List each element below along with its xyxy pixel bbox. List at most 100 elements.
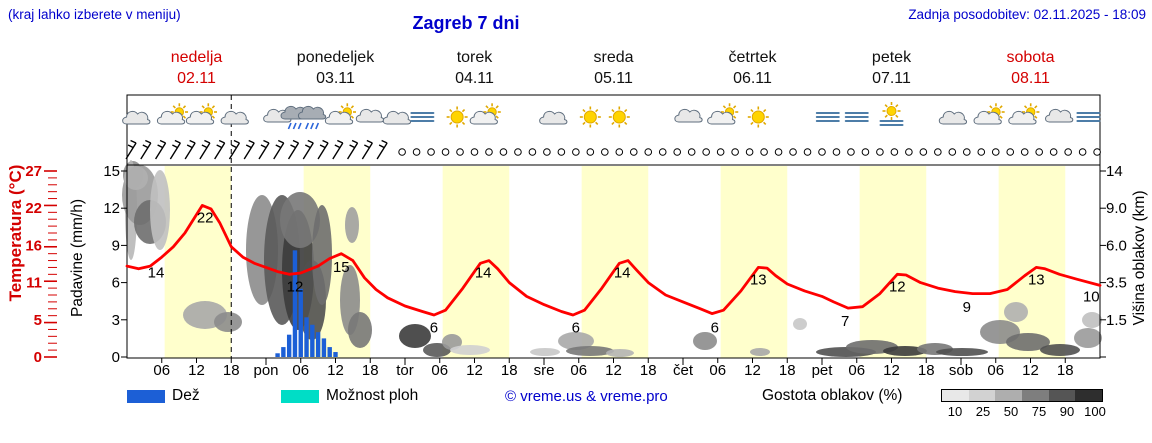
wind-barb bbox=[140, 142, 152, 160]
time-tick-label: 18 bbox=[918, 362, 935, 379]
precip-tick-label: 3 bbox=[112, 312, 120, 329]
fog-icon bbox=[1076, 112, 1101, 122]
precip-tick-label: 9 bbox=[112, 237, 120, 254]
sun-cloud-icon bbox=[156, 103, 189, 125]
day-abbrev-label: čet bbox=[673, 362, 694, 379]
calm-wind-circle bbox=[1049, 148, 1058, 156]
calm-wind-circle bbox=[528, 148, 537, 156]
calm-wind-circle bbox=[977, 148, 986, 156]
time-tick-label: 06 bbox=[570, 362, 587, 379]
day-name: ponedeljek bbox=[296, 49, 375, 66]
cloud-icon bbox=[674, 108, 703, 123]
colorbar-value: 10 bbox=[947, 404, 963, 419]
calm-wind-circle bbox=[818, 148, 826, 156]
calm-wind-circle bbox=[876, 148, 884, 156]
day-date: 02.11 bbox=[177, 70, 216, 87]
calm-wind-circle bbox=[586, 148, 595, 156]
temperature-value-label: 15 bbox=[333, 259, 350, 276]
colorbar-value: 90 bbox=[1059, 404, 1075, 419]
wind-barb bbox=[376, 142, 388, 160]
calm-wind-circle bbox=[803, 148, 812, 156]
day-name: nedelja bbox=[170, 49, 223, 66]
calm-wind-circle bbox=[847, 148, 855, 156]
calm-wind-circle bbox=[398, 148, 406, 156]
sun-icon bbox=[608, 106, 630, 128]
calm-wind-circle bbox=[1064, 148, 1072, 156]
time-tick-label: 06 bbox=[987, 362, 1004, 379]
time-tick-label: 06 bbox=[431, 362, 448, 379]
temperature-value-label: 13 bbox=[750, 271, 767, 288]
temp-tick-label: 22 bbox=[25, 200, 42, 217]
showers-legend-swatch bbox=[281, 390, 319, 403]
calm-wind-circle bbox=[760, 148, 768, 156]
time-tick-label: 06 bbox=[848, 362, 865, 379]
showers-legend-label: Možnost ploh bbox=[326, 387, 419, 404]
time-tick-label: 18 bbox=[779, 362, 796, 379]
cloud-height-tick-label: 1.5 bbox=[1106, 312, 1127, 329]
day-header-torek: torek 04.11 bbox=[405, 47, 544, 89]
wind-barb bbox=[214, 142, 226, 160]
calm-wind-circle bbox=[1035, 148, 1043, 156]
time-tick-label: 12 bbox=[744, 362, 761, 379]
time-tick-label: 06 bbox=[709, 362, 726, 379]
day-abbrev-label: tor bbox=[396, 362, 414, 379]
page-title: Zagreb 7 dni bbox=[412, 13, 520, 33]
sun-icon bbox=[446, 106, 468, 128]
cloud-density-scale-values: 10 25 50 75 90 100 bbox=[941, 404, 1109, 419]
calm-wind-circle bbox=[615, 148, 624, 156]
calm-wind-circle bbox=[962, 148, 971, 156]
rain-bars bbox=[275, 250, 338, 357]
colorbar-segment bbox=[1048, 390, 1076, 401]
calm-wind-circle bbox=[427, 148, 435, 156]
cloud-icon bbox=[1045, 108, 1074, 123]
day-abbrev-label: pet bbox=[812, 362, 834, 379]
wind-row bbox=[125, 139, 1101, 160]
cloud-density-label: Gostota oblakov (%) bbox=[762, 387, 903, 404]
calm-wind-circle bbox=[1020, 148, 1029, 156]
wind-barb bbox=[243, 142, 255, 160]
calm-wind-circle bbox=[702, 148, 710, 156]
day-abbrev-label: sob bbox=[949, 362, 973, 379]
sun-cloud-icon bbox=[707, 103, 739, 125]
temperature-value-label: 9 bbox=[963, 299, 971, 316]
sun-icon bbox=[747, 106, 769, 128]
time-tick-label: 18 bbox=[640, 362, 657, 379]
temperature-value-label: 13 bbox=[1028, 271, 1045, 288]
location-hint: (kraj lahko izberete v meniju) bbox=[8, 7, 181, 22]
wind-barb bbox=[361, 142, 373, 160]
credit-link[interactable]: © vreme.us & vreme.pro bbox=[505, 388, 668, 405]
day-header-četrtek: četrtek 06.11 bbox=[683, 47, 822, 89]
cloud-height-tick-label: 9.0 bbox=[1106, 200, 1127, 217]
time-tick-label: 12 bbox=[605, 362, 622, 379]
day-date: 08.11 bbox=[1011, 70, 1050, 87]
moon-icon bbox=[650, 110, 657, 124]
day-header-sreda: sreda 05.11 bbox=[544, 47, 683, 89]
sun-cloud-icon bbox=[185, 103, 217, 125]
temp-tick-label: 0 bbox=[34, 349, 42, 366]
colorbar-segment bbox=[942, 390, 969, 401]
calm-wind-circle bbox=[687, 148, 696, 156]
colorbar-value: 100 bbox=[1084, 404, 1106, 419]
time-tick-label: 12 bbox=[1022, 362, 1039, 379]
calm-wind-circle bbox=[499, 148, 508, 156]
moon-icon bbox=[517, 110, 524, 124]
calm-wind-circle bbox=[890, 148, 899, 156]
calm-wind-circle bbox=[543, 148, 551, 156]
cloud-icon bbox=[355, 108, 385, 123]
wind-barb bbox=[154, 142, 167, 160]
calm-wind-circle bbox=[716, 148, 725, 156]
calm-wind-circle bbox=[832, 148, 841, 156]
day-header-sobota: sobota 08.11 bbox=[961, 47, 1100, 89]
day-name: petek bbox=[871, 49, 912, 66]
rain-icon bbox=[297, 105, 327, 130]
temperature-value-label: 10 bbox=[1083, 289, 1100, 306]
temperature-value-label: 14 bbox=[614, 265, 631, 282]
calm-wind-circle bbox=[658, 148, 667, 156]
cloud-height-tick-label: 6.0 bbox=[1106, 237, 1127, 254]
wind-barb bbox=[302, 142, 314, 160]
time-tick-label: 18 bbox=[223, 362, 240, 379]
rain-legend-swatch bbox=[127, 390, 165, 403]
day-date: 04.11 bbox=[455, 70, 494, 87]
cloud-moon-icon bbox=[220, 106, 249, 125]
